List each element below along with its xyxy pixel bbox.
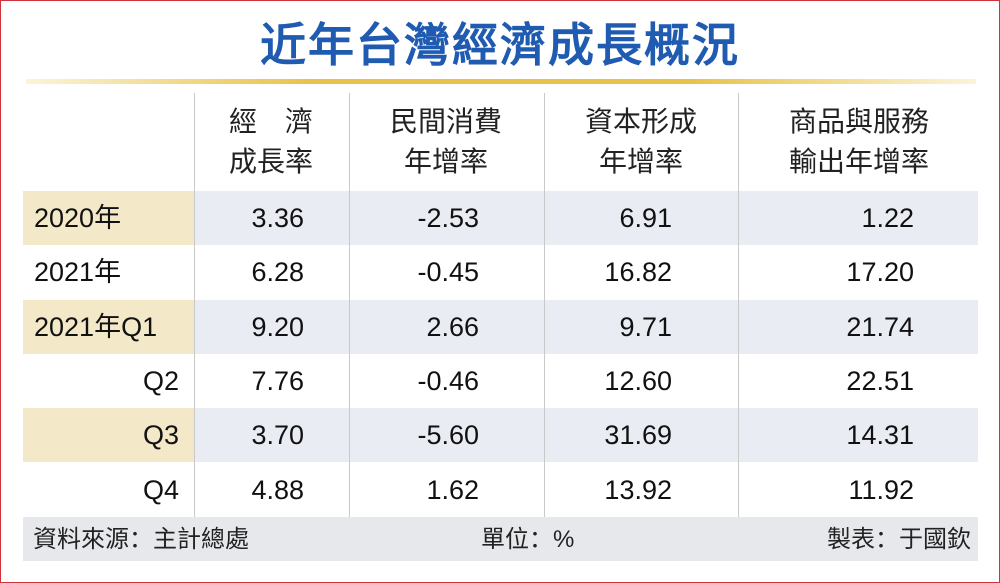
column-line [349, 93, 350, 517]
cell-value: 11.92 [848, 474, 914, 505]
divider [26, 79, 976, 84]
source: 資料來源：主計總處 [33, 526, 249, 553]
cell-value: 1.22 [861, 203, 914, 233]
column-header: 經 濟 [228, 106, 313, 137]
cell-value: 3.36 [251, 203, 304, 233]
column-header: 資本形成 [584, 106, 697, 137]
cell-value: 6.91 [619, 203, 672, 233]
cell-value: -0.45 [417, 257, 479, 288]
row-label: Q4 [142, 474, 179, 505]
cell-value: 16.82 [604, 257, 672, 288]
column-header: 民間消費 [389, 106, 502, 137]
column-header: 年增率 [598, 146, 683, 177]
cell-value: 12.60 [604, 365, 672, 396]
cell-value: 2.66 [426, 311, 479, 342]
column-header: 年增率 [403, 146, 488, 177]
cell-value: 6.28 [251, 257, 304, 288]
cell-value: 4.88 [251, 474, 304, 505]
row-label: 2021年 [34, 257, 122, 288]
cell-value: -5.60 [417, 420, 479, 451]
cell-value: 13.92 [604, 474, 672, 505]
cell-value: 1.62 [426, 474, 479, 505]
footer-bar [23, 517, 978, 561]
label-stripe [23, 299, 194, 354]
cell-value: 21.74 [846, 311, 914, 342]
cell-value: 17.20 [846, 257, 914, 288]
column-header: 成長率 [228, 146, 313, 177]
row-label: Q2 [142, 365, 179, 396]
column-header: 商品與服務 [788, 106, 929, 137]
unit: 單位：% [481, 526, 575, 553]
column-header: 輸出年增率 [788, 146, 929, 177]
cell-value: 14.31 [846, 420, 914, 451]
cell-value: 7.76 [251, 365, 304, 396]
column-line [544, 93, 545, 517]
column-line [194, 93, 195, 517]
cell-value: 3.70 [251, 420, 304, 451]
label-stripe [23, 191, 194, 245]
cell-value: 9.20 [251, 311, 304, 342]
title: 近年台灣經濟成長概況 [260, 19, 740, 71]
author: 製表：于國欽 [827, 526, 971, 553]
cell-value: -0.46 [417, 365, 479, 396]
row-label: 2020年 [34, 203, 122, 233]
row-label: Q3 [142, 420, 179, 451]
cell-value: 31.69 [604, 420, 672, 451]
row-label: 2021年Q1 [34, 311, 158, 342]
cell-value: -2.53 [417, 203, 479, 233]
column-line [738, 93, 739, 517]
cell-value: 22.51 [846, 365, 914, 396]
cell-value: 9.71 [619, 311, 672, 342]
label-stripe [23, 408, 194, 463]
